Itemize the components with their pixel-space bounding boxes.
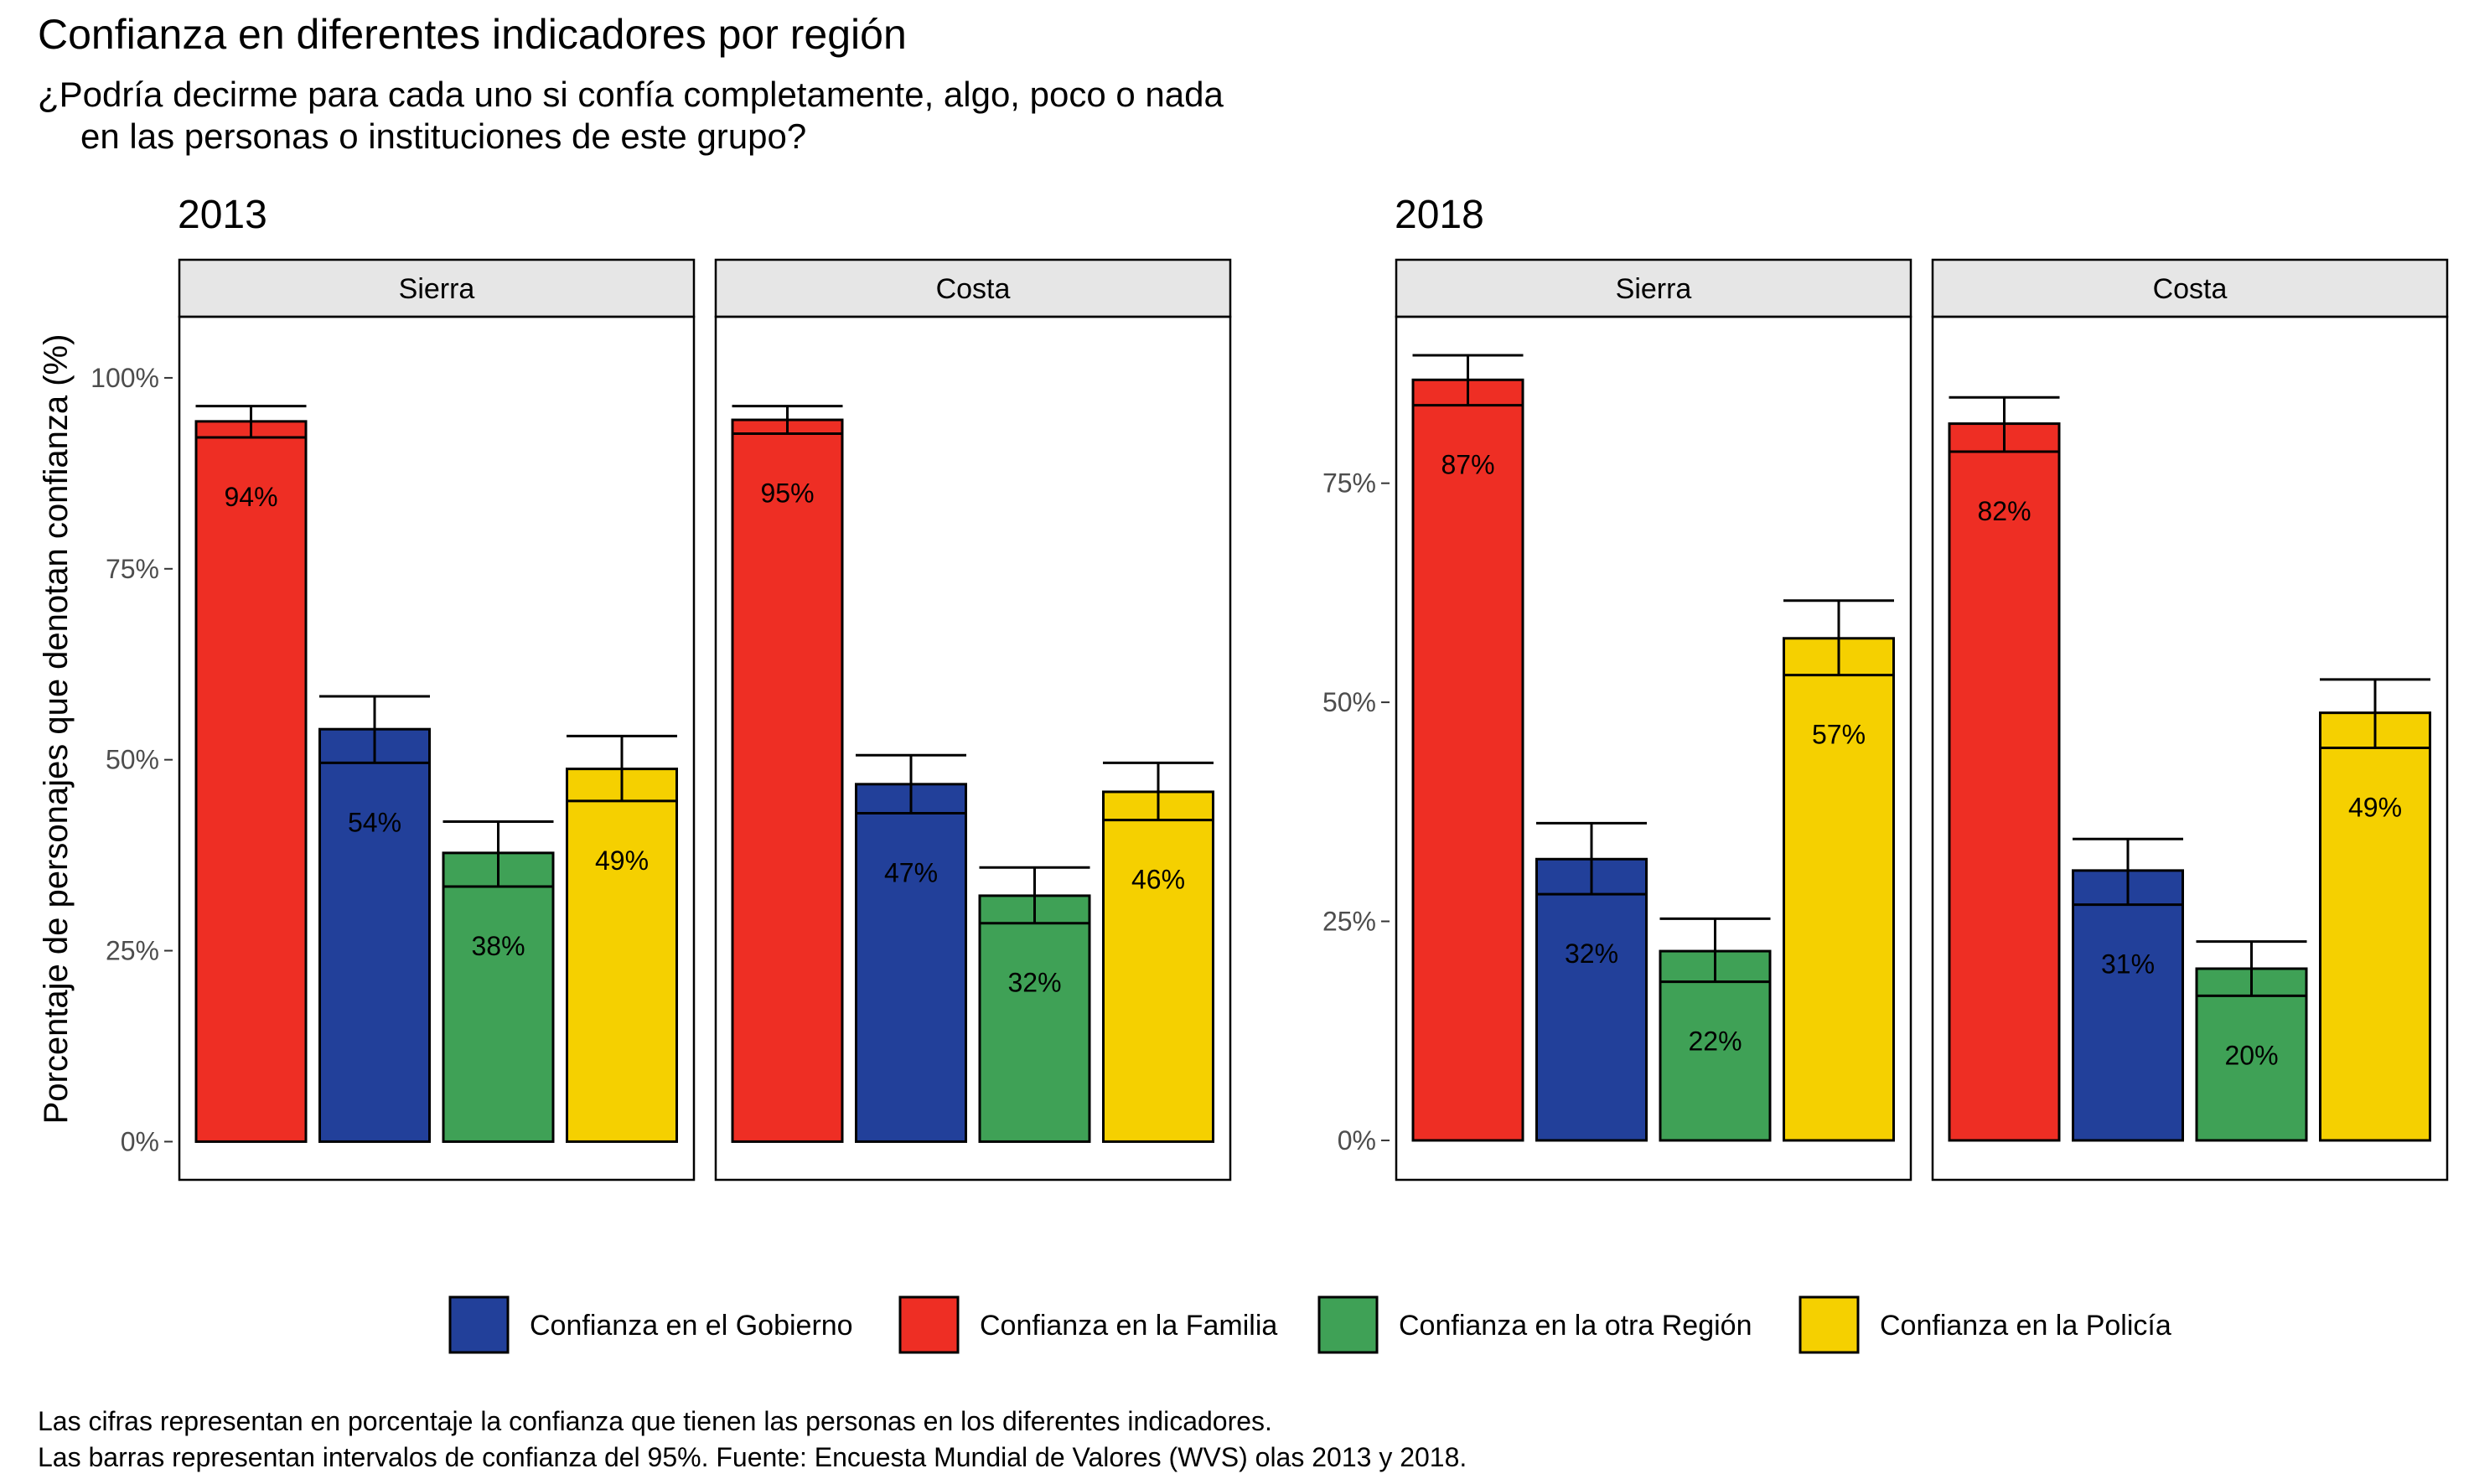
y-axis-label: Porcentaje de personajes que denotan con… (38, 334, 75, 1125)
bar (1102, 790, 1214, 1143)
bar (978, 894, 1091, 1143)
data-label: 32% (1007, 968, 1061, 998)
y-tick-label: 50% (106, 745, 159, 775)
data-label: 20% (2224, 1040, 2278, 1070)
bar (2072, 869, 2184, 1142)
caption-line-1: Las cifras representan en porcentaje la … (38, 1406, 1272, 1436)
legend-label: Confianza en la otra Región (1399, 1310, 1752, 1342)
bar (566, 768, 678, 1143)
data-label: 95% (760, 478, 814, 508)
panel-title: 2013 (178, 193, 267, 237)
facet-border (1395, 315, 1912, 1182)
facet-sierra: Sierra 94% 54% 38% 49% (178, 258, 696, 1182)
data-label: 94% (224, 482, 277, 512)
legend-label: Confianza en el Gobierno (530, 1310, 853, 1342)
bar (1783, 637, 1895, 1142)
data-label: 82% (1977, 496, 2031, 526)
bar (2319, 711, 2431, 1142)
data-label: 57% (1812, 720, 1866, 750)
facet-strip (178, 258, 696, 318)
legend-label: Confianza en la Policía (1880, 1310, 2171, 1342)
bar (1535, 857, 1648, 1142)
chart-panels: 20130%25%50%75%100%Sierra94%54%38%49%Cos… (91, 193, 2449, 1182)
chart-group-2013: 2013 0% 25% 50% 75% 100% Sierra 94% 54% 38% 49% Cos… (91, 193, 1232, 1182)
bar (442, 851, 555, 1143)
facet-strip (1931, 258, 2449, 318)
data-label: 87% (1441, 450, 1494, 480)
bar (855, 783, 967, 1143)
chart-subtitle-line-2: en las personas o instituciones de este … (80, 116, 806, 156)
bar (731, 418, 844, 1143)
facet-strip-label: Sierra (399, 273, 475, 305)
data-label: 22% (1688, 1026, 1742, 1057)
chart-group-2018: 2018 0% 25% 50% 75% Sierra 87% 32% 22% 57% Costa 82… (1322, 193, 2449, 1182)
y-tick-label: 100% (91, 363, 159, 393)
facet-strip-label: Costa (2153, 273, 2228, 305)
facet-strip-label: Sierra (1616, 273, 1692, 305)
y-tick-label: 25% (106, 936, 159, 966)
legend-item: Confianza en la otra Región (1317, 1295, 1752, 1354)
legend-item: Confianza en la Familia (898, 1295, 1277, 1354)
data-label: 31% (2101, 949, 2155, 980)
data-label: 54% (348, 807, 401, 837)
facet-strip (714, 258, 1232, 318)
facet-border (714, 315, 1232, 1182)
bar (318, 727, 431, 1143)
data-label: 32% (1565, 938, 1618, 969)
facet-border (1931, 315, 2449, 1182)
y-tick-label: 25% (1322, 907, 1376, 937)
data-label: 49% (2348, 792, 2402, 822)
y-tick-label: 50% (1322, 687, 1376, 717)
data-label: 49% (595, 845, 649, 876)
panel-title: 2018 (1395, 193, 1484, 237)
data-label: 38% (471, 931, 525, 961)
legend-swatch (1317, 1295, 1379, 1354)
legend-swatch (898, 1295, 960, 1354)
facet-costa: Costa 82% 31% 20% 49% (1931, 258, 2449, 1182)
y-tick-label: 75% (1322, 468, 1376, 499)
caption-line-2: Las barras representan intervalos de con… (38, 1442, 1467, 1472)
data-label: 47% (884, 857, 938, 887)
chart-subtitle-line-1: ¿Podría decirme para cada uno si confía … (38, 75, 1224, 114)
data-label: 46% (1131, 865, 1185, 895)
bar (194, 420, 308, 1143)
legend-swatch (1799, 1295, 1860, 1354)
y-tick-label: 0% (1338, 1125, 1376, 1156)
legend-swatch (448, 1295, 510, 1354)
facet-border (178, 315, 696, 1182)
bar (1411, 378, 1524, 1142)
chart-title: Confianza en diferentes indicadores por … (38, 11, 907, 58)
facet-strip-label: Costa (936, 273, 1011, 305)
facet-sierra: Sierra 87% 32% 22% 57% (1395, 258, 1912, 1182)
facet-costa: Costa 95% 47% 32% 46% (714, 258, 1232, 1182)
y-tick-label: 0% (121, 1126, 159, 1156)
legend-item: Confianza en la Policía (1799, 1295, 2171, 1354)
legend-label: Confianza en la Familia (980, 1310, 1277, 1342)
legend-item: Confianza en el Gobierno (448, 1295, 853, 1354)
bar (2195, 967, 2308, 1142)
y-tick-label: 75% (106, 554, 159, 584)
legend: Confianza en el Gobierno Confianza en la … (448, 1295, 2171, 1354)
facet-strip (1395, 258, 1912, 318)
bar (1948, 422, 2061, 1142)
